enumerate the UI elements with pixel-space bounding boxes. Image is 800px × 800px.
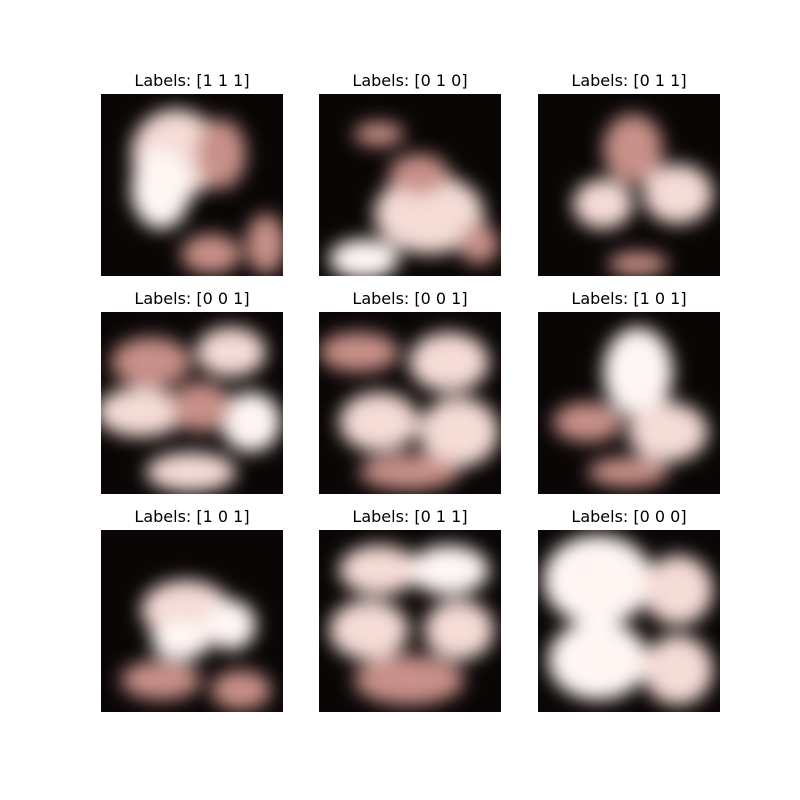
texture-blob	[121, 660, 201, 700]
texture-blob	[628, 402, 708, 462]
texture-blob	[146, 452, 236, 492]
panel-title: Labels: [0 1 0]	[352, 71, 468, 90]
texture-blob	[329, 239, 399, 276]
texture-blob	[329, 600, 409, 660]
panel-title: Labels: [0 1 1]	[352, 507, 468, 526]
texture-blob	[409, 545, 489, 595]
panel-title: Labels: [0 0 0]	[571, 507, 687, 526]
panel-title: Labels: [0 0 1]	[134, 289, 250, 308]
texture-blob	[211, 670, 271, 710]
texture-blob	[389, 154, 449, 194]
texture-blob	[573, 179, 633, 229]
texture-blob	[424, 600, 494, 660]
panel-title: Labels: [1 0 1]	[134, 507, 250, 526]
texture-blob	[608, 252, 668, 276]
texture-blob	[339, 545, 419, 595]
texture-blob	[221, 392, 281, 452]
generated-face-image	[101, 94, 283, 276]
texture-blob	[548, 620, 648, 700]
texture-blob	[171, 382, 231, 432]
texture-blob	[588, 457, 668, 487]
panel-title: Labels: [1 0 1]	[571, 289, 687, 308]
texture-blob	[354, 655, 464, 705]
generated-face-image	[319, 312, 501, 494]
generated-face-texture	[101, 312, 283, 494]
texture-blob	[206, 600, 256, 650]
texture-blob	[553, 402, 623, 442]
texture-blob	[459, 224, 499, 264]
texture-blob	[643, 164, 713, 224]
generated-face-image	[319, 94, 501, 276]
texture-blob	[111, 337, 191, 387]
texture-blob	[181, 234, 241, 274]
texture-blob	[101, 387, 186, 437]
texture-blob	[196, 327, 266, 377]
panel-title: Labels: [1 1 1]	[134, 71, 250, 90]
texture-blob	[354, 122, 404, 146]
generated-face-texture	[101, 530, 283, 712]
texture-blob	[359, 454, 459, 490]
generated-face-image	[319, 530, 501, 712]
texture-blob	[339, 392, 419, 452]
texture-blob	[131, 149, 191, 229]
generated-face-image	[538, 530, 720, 712]
generated-face-image	[538, 312, 720, 494]
texture-blob	[643, 555, 713, 625]
generated-face-texture	[538, 312, 720, 494]
panel-title: Labels: [0 1 1]	[571, 71, 687, 90]
generated-face-texture	[538, 94, 720, 276]
texture-blob	[543, 535, 653, 625]
texture-blob	[419, 397, 499, 467]
generated-face-image	[101, 530, 283, 712]
texture-blob	[603, 327, 673, 417]
texture-blob	[409, 332, 489, 392]
texture-blob	[196, 119, 246, 189]
generated-face-texture	[319, 94, 501, 276]
generated-face-texture	[101, 94, 283, 276]
generated-face-texture	[319, 312, 501, 494]
texture-blob	[151, 620, 211, 660]
generated-face-texture	[538, 530, 720, 712]
generated-face-image	[101, 312, 283, 494]
texture-blob	[603, 114, 663, 184]
generated-face-texture	[319, 530, 501, 712]
panel-title: Labels: [0 0 1]	[352, 289, 468, 308]
texture-blob	[643, 635, 713, 705]
texture-blob	[374, 174, 484, 254]
texture-blob	[246, 214, 283, 274]
generated-face-image	[538, 94, 720, 276]
texture-blob	[319, 332, 399, 372]
